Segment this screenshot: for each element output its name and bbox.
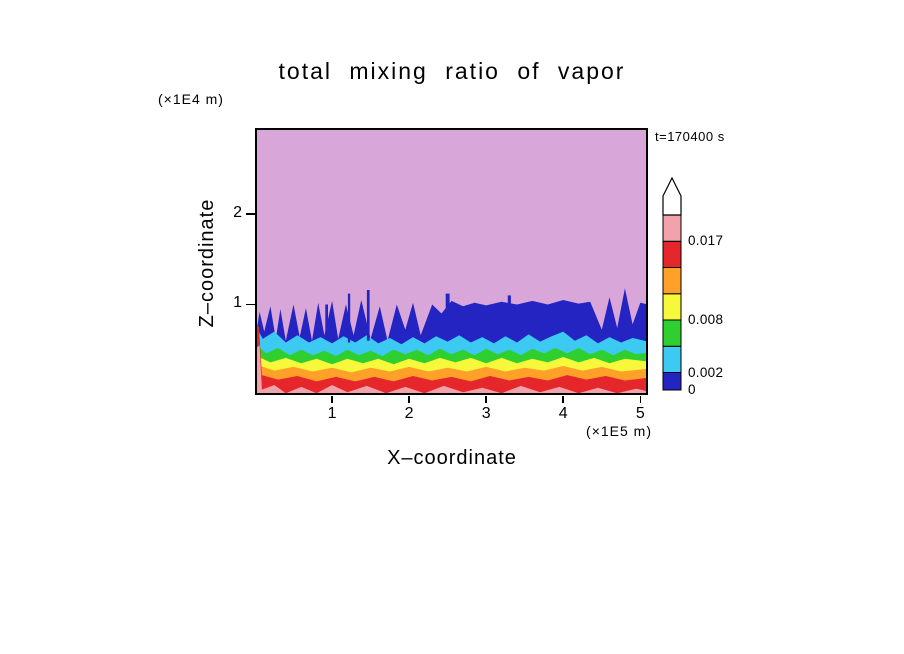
colorbar-segment-0.014-0.017: [662, 240, 682, 268]
time-annotation: t=170400 s: [655, 129, 725, 144]
contour-streak-4: [507, 295, 511, 309]
colorbar-segment-0.017-0.02: [662, 214, 682, 242]
plot-border: [255, 128, 648, 395]
colorbar-segment-0.011-0.014: [662, 267, 682, 295]
colorbar-segment-0.005-0.008: [662, 319, 682, 347]
contour-streak-0: [325, 304, 328, 339]
y-tick-label-2: 2: [233, 203, 242, 221]
contour-band-0.017-0.02: [255, 345, 648, 395]
colorbar-segment-0-0.002: [662, 372, 682, 391]
x-tick-4: [562, 396, 564, 403]
x-axis-title: X–coordinate: [387, 447, 517, 469]
colorbar-segment-0.008-0.011: [662, 293, 682, 321]
x-tick-label-2: 2: [404, 405, 414, 422]
y-tick-2: [246, 213, 255, 215]
contour-streak-3: [445, 293, 450, 316]
colorbar-overflow-arrow-icon: [662, 176, 682, 216]
y-axis-title: Z–coordinate: [196, 198, 218, 328]
x-tick-label-4: 4: [558, 405, 568, 422]
chart-title: total mixing ratio of vapor: [278, 58, 626, 84]
contour-streak-2: [366, 290, 370, 341]
x-tick-label-5: 5: [635, 405, 645, 422]
y-tick-1: [246, 303, 255, 306]
x-tick-1: [331, 396, 333, 403]
y-tick-label-1: 1: [233, 294, 242, 312]
x-axis-unit-label: (×1E5 m): [586, 423, 652, 439]
colorbar-segment-0.002-0.005: [662, 345, 682, 373]
x-tick-label-1: 1: [327, 405, 337, 422]
contour-plot: [255, 128, 648, 395]
contour-band-0.014-0.017: [255, 326, 648, 395]
x-tick-3: [485, 396, 487, 403]
x-tick-5: [639, 396, 642, 403]
colorbar: [662, 176, 682, 391]
y-axis-unit-label: (×1E4 m): [158, 91, 224, 107]
x-tick-2: [408, 396, 410, 403]
contour-streak-1: [347, 293, 351, 343]
x-tick-label-3: 3: [481, 405, 491, 422]
